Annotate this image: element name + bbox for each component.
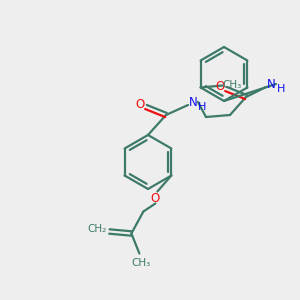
Text: O: O (151, 192, 160, 205)
Text: O: O (215, 80, 225, 92)
Text: N: N (189, 95, 197, 109)
Text: H: H (277, 84, 285, 94)
Text: CH₃: CH₃ (222, 80, 241, 91)
Text: CH₂: CH₂ (88, 224, 107, 235)
Text: O: O (135, 98, 145, 110)
Text: N: N (267, 77, 275, 91)
Text: CH₃: CH₃ (132, 257, 151, 268)
Text: H: H (198, 102, 206, 112)
